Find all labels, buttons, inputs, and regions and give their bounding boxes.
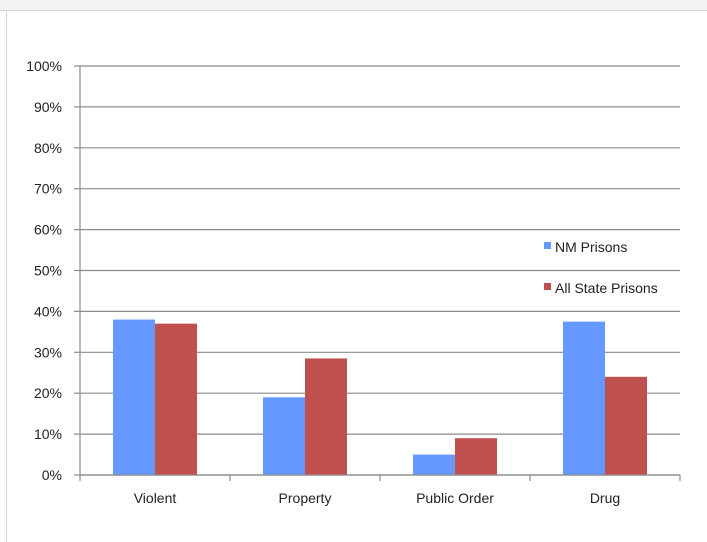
bar-all-state-prisons	[155, 323, 197, 475]
window-top-strip	[0, 0, 707, 11]
y-axis-ticks: 0% 10% 20% 30% 40% 50% 60% 70% 80% 90% 100%	[26, 58, 81, 483]
x-tick-label: Drug	[590, 490, 620, 506]
y-tick-label: 0%	[42, 467, 62, 483]
window-left-edge	[6, 11, 7, 542]
y-tick-label: 10%	[34, 426, 62, 442]
x-tick-label: Public Order	[416, 490, 494, 506]
bar-nm-prisons	[263, 397, 305, 475]
legend-item: All State Prisons	[544, 280, 658, 296]
y-tick-label: 100%	[26, 58, 62, 74]
bar-nm-prisons	[413, 454, 455, 475]
x-axis: Violent Property Public Order Drug	[79, 474, 681, 506]
y-tick-label: 90%	[34, 99, 62, 115]
y-tick-label: 20%	[34, 385, 62, 401]
legend: NM Prisons All State Prisons	[544, 239, 658, 296]
bar-all-state-prisons	[455, 438, 497, 475]
x-tick-label: Property	[279, 490, 332, 506]
bar-all-state-prisons	[605, 376, 647, 475]
bar-nm-prisons	[563, 321, 605, 475]
y-tick-label: 60%	[34, 222, 62, 238]
legend-swatch	[544, 242, 551, 249]
bar-nm-prisons	[113, 319, 155, 475]
legend-item: NM Prisons	[544, 239, 627, 255]
y-tick-label: 70%	[34, 181, 62, 197]
y-tick-label: 50%	[34, 263, 62, 279]
x-tick-label: Violent	[134, 490, 177, 506]
y-tick-label: 30%	[34, 344, 62, 360]
y-tick-label: 40%	[34, 303, 62, 319]
bars	[113, 319, 647, 475]
legend-label: NM Prisons	[555, 239, 627, 255]
bar-all-state-prisons	[305, 358, 347, 475]
y-tick-label: 80%	[34, 140, 62, 156]
legend-label: All State Prisons	[555, 280, 658, 296]
legend-swatch	[544, 283, 551, 290]
